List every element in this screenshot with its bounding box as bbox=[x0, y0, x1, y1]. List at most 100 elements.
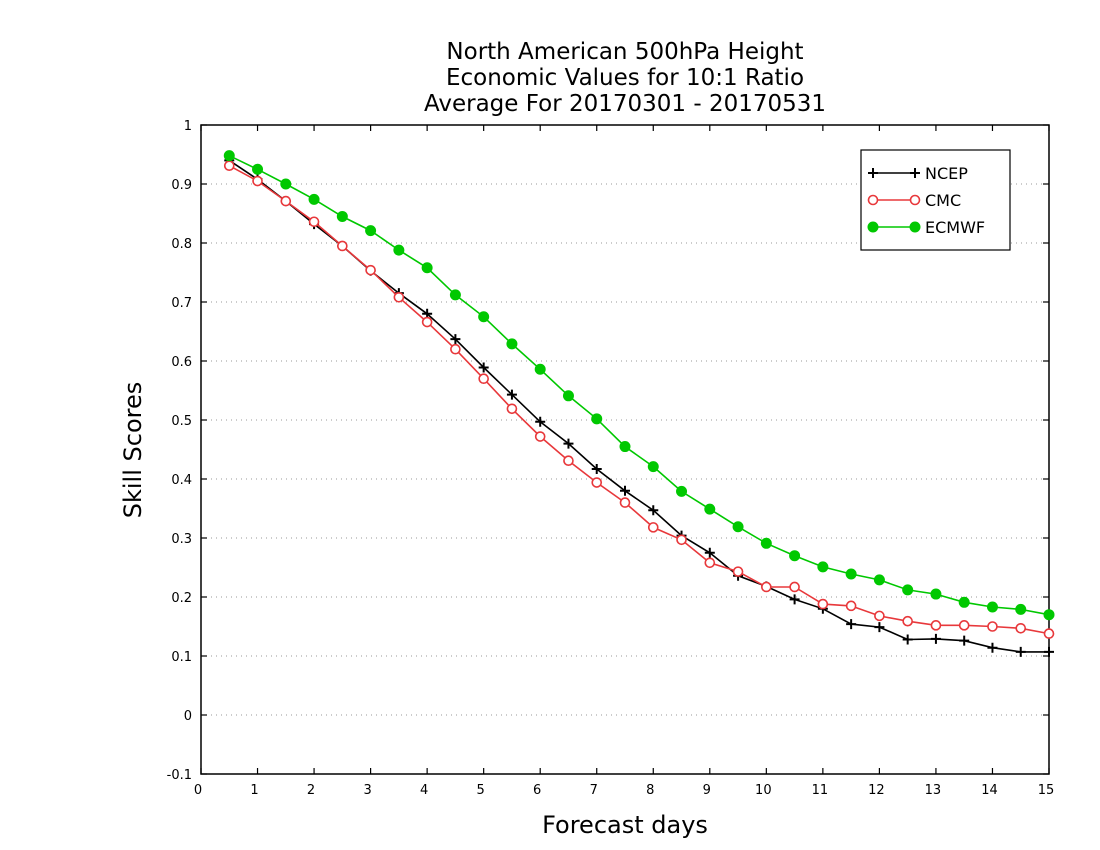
data-point-ecmwf bbox=[506, 338, 518, 350]
y-axis-label: Skill Scores bbox=[119, 382, 147, 519]
x-tick-label: 7 bbox=[590, 783, 598, 798]
legend-marker bbox=[909, 194, 921, 206]
data-point-ecmwf bbox=[421, 262, 433, 274]
data-point-ecmwf bbox=[873, 574, 885, 586]
data-point-cmc bbox=[761, 581, 772, 593]
data-point-ncep bbox=[535, 416, 546, 427]
data-point-ecmwf bbox=[449, 289, 461, 301]
legend: NCEP CMC ECMWF bbox=[860, 149, 1011, 251]
legend-marker bbox=[910, 168, 920, 178]
data-point-cmc bbox=[534, 431, 546, 442]
data-point-ecmwf bbox=[562, 390, 574, 402]
data-point-cmc bbox=[1043, 628, 1055, 639]
data-point-ecmwf bbox=[591, 413, 603, 425]
data-point-ecmwf bbox=[1015, 603, 1027, 615]
data-point-ecmwf bbox=[704, 503, 716, 515]
data-point-ecmwf bbox=[760, 537, 772, 549]
data-point-ncep bbox=[591, 463, 602, 474]
data-point-ecmwf bbox=[676, 485, 688, 497]
data-point-ecmwf bbox=[393, 244, 405, 256]
y-tick-label: 0.5 bbox=[171, 414, 192, 429]
data-point-ecmwf bbox=[619, 441, 631, 453]
x-tick-label: 14 bbox=[981, 783, 998, 798]
data-point-ecmwf bbox=[647, 461, 659, 473]
y-tick-label: 0.7 bbox=[171, 296, 192, 311]
data-point-cmc bbox=[365, 264, 376, 276]
data-point-cmc bbox=[958, 620, 970, 631]
data-point-cmc bbox=[676, 534, 687, 546]
x-tick-label: 0 bbox=[194, 783, 202, 798]
chart-title-line-1: North American 500hPa Height bbox=[446, 39, 803, 65]
data-point-cmc bbox=[817, 598, 829, 610]
y-tick-label: 0.2 bbox=[171, 591, 192, 606]
data-point-ecmwf bbox=[478, 311, 490, 323]
data-point-cmc bbox=[506, 403, 518, 415]
y-axis: -0.1 0 0.1 0.2 0.3 0.4 0.5 0.6 0.7 0.8 0.9 1 bbox=[167, 119, 1049, 783]
series-ecmwf bbox=[223, 150, 1055, 621]
series bbox=[223, 150, 1055, 657]
y-tick-label: 0.8 bbox=[171, 237, 192, 252]
x-tick-label: 15 bbox=[1038, 783, 1055, 798]
data-point-cmc bbox=[393, 291, 405, 303]
y-tick-label: 0 bbox=[184, 709, 192, 724]
data-point-cmc bbox=[478, 373, 489, 385]
data-point-ncep bbox=[1044, 646, 1054, 657]
y-tick-label: 0.3 bbox=[171, 532, 192, 547]
data-point-ecmwf bbox=[252, 163, 264, 175]
y-tick-label: 0.6 bbox=[171, 355, 192, 370]
legend-item-cmc: CMC bbox=[867, 191, 961, 210]
data-point-cmc bbox=[845, 600, 857, 612]
data-point-cmc bbox=[789, 581, 800, 593]
data-point-cmc bbox=[337, 240, 348, 252]
data-point-cmc bbox=[450, 343, 461, 355]
legend-item-ecmwf: ECMWF bbox=[867, 218, 985, 237]
data-point-cmc bbox=[563, 455, 574, 467]
data-point-ecmwf bbox=[845, 568, 857, 580]
y-tick-label: 1 bbox=[184, 119, 192, 134]
data-point-ecmwf bbox=[958, 596, 970, 608]
data-point-ecmwf bbox=[223, 150, 235, 162]
legend-label: ECMWF bbox=[925, 218, 985, 237]
legend-label: CMC bbox=[925, 191, 961, 210]
x-tick-label: 13 bbox=[925, 783, 942, 798]
data-point-ecmwf bbox=[817, 561, 829, 573]
data-point-cmc bbox=[987, 621, 998, 632]
data-point-cmc bbox=[591, 477, 603, 488]
data-point-ecmwf bbox=[336, 210, 348, 222]
data-point-cmc bbox=[732, 566, 744, 577]
data-point-cmc bbox=[647, 522, 659, 533]
data-point-ncep bbox=[987, 642, 998, 653]
data-point-cmc bbox=[704, 557, 716, 569]
x-tick-label: 4 bbox=[420, 783, 428, 798]
legend-marker bbox=[867, 221, 879, 233]
legend-marker bbox=[909, 221, 921, 233]
data-point-cmc bbox=[874, 610, 885, 622]
data-point-ecmwf bbox=[280, 178, 292, 190]
legend-marker bbox=[868, 168, 878, 178]
data-point-ecmwf bbox=[902, 584, 914, 596]
data-point-ncep bbox=[846, 619, 857, 630]
data-point-ecmwf bbox=[365, 225, 377, 237]
x-tick-label: 2 bbox=[307, 783, 315, 798]
y-tick-label: -0.1 bbox=[167, 768, 192, 783]
data-point-ecmwf bbox=[789, 550, 801, 562]
data-point-ncep bbox=[959, 635, 970, 646]
x-tick-label: 9 bbox=[703, 783, 711, 798]
data-point-ncep bbox=[450, 334, 461, 345]
data-point-ecmwf bbox=[732, 521, 744, 533]
data-point-ncep bbox=[930, 633, 941, 644]
data-point-ecmwf bbox=[534, 363, 546, 375]
x-tick-label: 11 bbox=[812, 783, 829, 798]
x-axis-label: Forecast days bbox=[542, 811, 708, 839]
data-point-cmc bbox=[619, 497, 631, 508]
x-tick-label: 8 bbox=[646, 783, 654, 798]
data-point-ecmwf bbox=[986, 601, 998, 613]
x-tick-label: 10 bbox=[755, 783, 772, 798]
data-point-ncep bbox=[478, 362, 489, 373]
data-point-ncep bbox=[874, 622, 885, 633]
data-point-ecmwf bbox=[308, 193, 320, 205]
data-point-cmc bbox=[252, 175, 263, 187]
data-point-ncep bbox=[1015, 646, 1026, 657]
